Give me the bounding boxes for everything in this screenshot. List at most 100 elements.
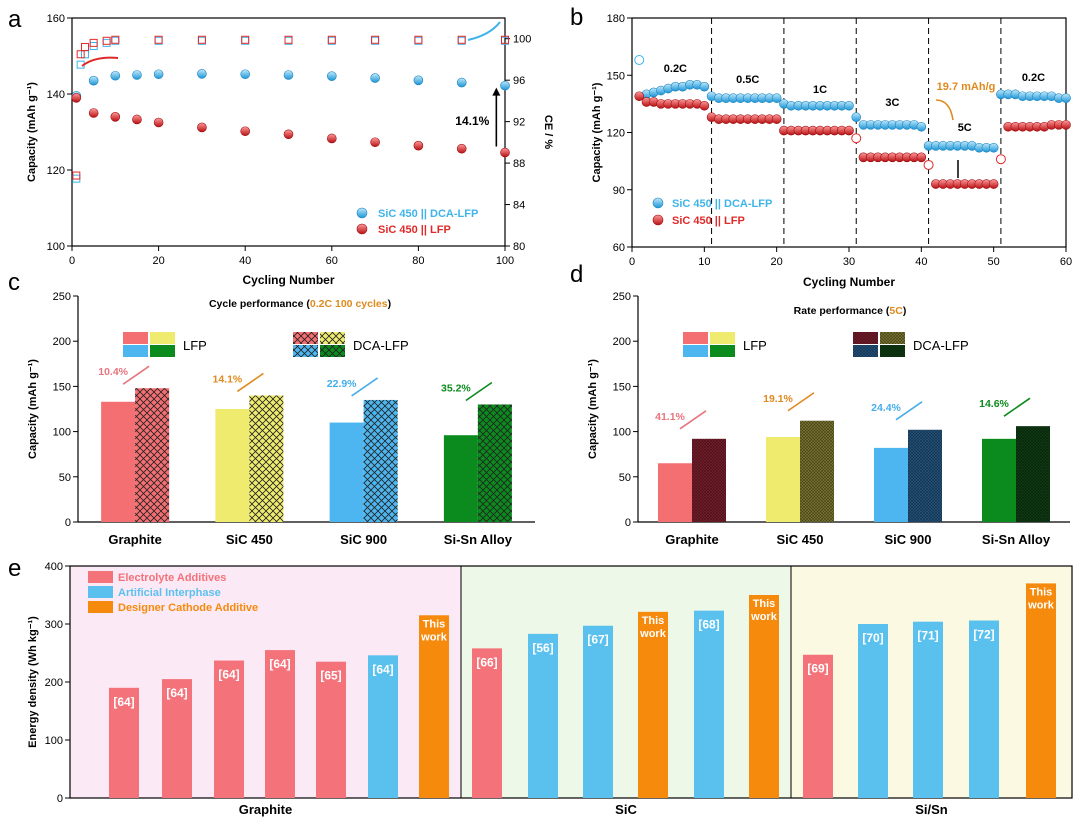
legend-swatch [88, 571, 113, 583]
ce-point [102, 36, 111, 45]
group-label: Si/Sn [915, 802, 948, 817]
bar-dca-hatch [249, 395, 284, 522]
y-tick-label: 50 [59, 472, 71, 484]
legend-marker-red [652, 214, 664, 226]
ce-point [89, 38, 98, 47]
x-tick-label: 30 [843, 256, 855, 268]
panel-label-b: b [570, 4, 583, 31]
x-tick-label: 50 [988, 256, 1000, 268]
energy-bar [419, 615, 449, 798]
improvement-arrow [895, 401, 923, 421]
capacity-point [500, 147, 510, 158]
improvement-label: 19.1% [763, 393, 793, 405]
bar-label: [64] [372, 662, 393, 676]
legend-swatch [88, 586, 113, 598]
capacity-point [500, 80, 510, 91]
rate-label: 0.2C [1022, 72, 1045, 84]
bar-dca-hatch [135, 388, 170, 522]
ce-point [76, 50, 85, 59]
bar-dca-hatch [1016, 426, 1050, 522]
annotation-delta: 14.1% [455, 114, 489, 128]
y-axis-title: Capacity (mAh g⁻¹) [587, 359, 599, 459]
bar-lfp [766, 437, 800, 522]
rate-point [916, 121, 927, 132]
bar-label: [64] [269, 657, 290, 671]
category-label: Si-Sn Alloy [982, 532, 1051, 547]
y-tick-label: 400 [45, 561, 63, 573]
energy-bar [749, 595, 779, 798]
y-tick-label: 50 [619, 472, 631, 484]
y-tick-label: 100 [45, 735, 63, 747]
y-tick-label: 180 [607, 13, 625, 25]
y-tick-label: 60 [613, 242, 625, 254]
energy-bar [472, 648, 502, 798]
energy-bar [162, 679, 192, 798]
annotation-delta: 19.7 mAh/g [937, 81, 996, 93]
rate-point [1061, 120, 1071, 130]
category-label: Graphite [108, 532, 161, 547]
ce-point [154, 35, 163, 44]
y-tick-label: 100 [53, 427, 71, 439]
capacity-point [110, 112, 121, 122]
group-background [461, 566, 791, 798]
bar-label: [64] [166, 686, 187, 700]
legend-label: DCA-LFP [353, 338, 409, 353]
improvement-arrow [787, 392, 815, 412]
energy-bar [1026, 583, 1056, 798]
y-axis-title: Capacity (mAh g⁻¹) [26, 82, 38, 182]
energy-bar [913, 621, 943, 798]
y-tick-label: 88 [513, 158, 525, 170]
energy-bar [368, 655, 398, 798]
y-tick-label: 84 [513, 200, 525, 212]
annotation-arrow [935, 99, 954, 121]
rate-point [916, 152, 927, 163]
panel-b-chart: 60 90 120 150 180 0 10 20 30 40 50 60 Cycling Number… [591, 13, 1072, 289]
y-axis-title: Capacity (mAh g⁻¹) [27, 359, 39, 459]
category-label: SiC 900 [340, 532, 387, 547]
energy-bar [803, 654, 833, 798]
title-part: ) [903, 305, 907, 317]
legend-swatch-hatch [320, 345, 345, 357]
improvement-label: 24.4% [871, 402, 901, 414]
y-tick-label: 160 [47, 13, 65, 25]
improvement-label: 41.1% [655, 411, 685, 423]
ce-point [414, 35, 423, 44]
y-tick-label: 120 [47, 165, 65, 177]
x-axis-title: Cycling Number [803, 275, 895, 289]
outlier-point [923, 159, 934, 170]
legend-label: LFP [743, 338, 767, 353]
bar-label-line: work [750, 611, 778, 623]
capacity-point [283, 70, 294, 80]
outlier-point [634, 54, 645, 65]
chart-title: Cycle performance (0.2C 100 cycles) [209, 298, 391, 310]
energy-bar [858, 624, 888, 798]
panel-a-chart: 100 120 140 160 80 84 88 92 96 100 0 20 40 60 80 100 Cyc… [26, 13, 554, 287]
legend-label: DCA-LFP [913, 338, 969, 353]
bar-label: [67] [587, 633, 608, 647]
ce-point [197, 35, 206, 44]
rate-label: 0.5C [736, 74, 759, 86]
capacity-point [132, 70, 142, 80]
group-label: SiC [615, 802, 637, 817]
bar-label: [66] [476, 655, 497, 669]
y-tick-label: 200 [613, 336, 631, 348]
bar-lfp [874, 447, 908, 522]
bar-label: [72] [973, 628, 994, 642]
bar-label-line: work [639, 628, 667, 640]
bar-lfp [658, 463, 692, 522]
legend-swatch-lfp [150, 345, 175, 357]
legend-label: Designer Cathode Additive [118, 602, 258, 614]
capacity-point [110, 70, 121, 81]
capacity-point [153, 117, 164, 128]
y-tick-label: 100 [47, 241, 65, 253]
y-tick-label: 150 [607, 70, 625, 82]
capacity-point [132, 114, 142, 125]
capacity-point [370, 137, 380, 148]
x-tick-label: 0 [69, 255, 75, 267]
energy-bar [528, 633, 558, 798]
panel-e-chart: 0 100 200 300 400 Energy density (Wh kg⁻¹) [64… [27, 561, 1073, 817]
y-tick-label: 300 [45, 619, 63, 631]
improvement-label: 22.9% [327, 378, 357, 390]
legend-swatch-hatch [320, 332, 345, 344]
y-tick-label: 150 [613, 381, 631, 393]
